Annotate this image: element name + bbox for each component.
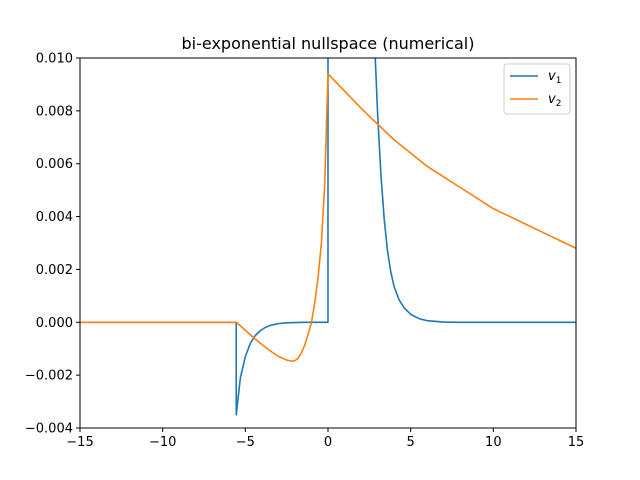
x-axis: −15 −10 −5 0 5 10 15 <box>66 428 584 450</box>
y-tick-label: 0.010 <box>36 52 73 67</box>
y-axis: −0.004 −0.002 0.000 0.002 0.004 0.006 0.008 0.0… <box>25 52 80 437</box>
y-tick-label: 0.008 <box>36 104 73 119</box>
series-line-v1 <box>80 58 576 416</box>
x-tick-label: −15 <box>66 435 93 450</box>
x-tick-label: 5 <box>407 435 415 450</box>
x-tick-label: −10 <box>149 435 176 450</box>
legend-label-v2: v2 <box>548 92 561 109</box>
x-tick-label: 10 <box>485 435 502 450</box>
y-tick-label: 0.000 <box>36 316 73 331</box>
y-tick-label: −0.004 <box>25 422 73 437</box>
series-layer <box>80 58 576 416</box>
series-line-v2 <box>80 73 576 362</box>
legend: v1 v2 <box>503 63 571 115</box>
y-tick-label: 0.004 <box>36 210 73 225</box>
x-tick-label: 0 <box>324 435 332 450</box>
chart-title: bi-exponential nullspace (numerical) <box>182 34 475 53</box>
x-tick-label: −5 <box>236 435 255 450</box>
legend-label-v1: v1 <box>548 69 561 86</box>
y-tick-label: 0.006 <box>36 157 73 172</box>
x-tick-label: 15 <box>568 435 585 450</box>
y-tick-label: 0.002 <box>36 263 73 278</box>
y-tick-label: −0.002 <box>25 369 73 384</box>
